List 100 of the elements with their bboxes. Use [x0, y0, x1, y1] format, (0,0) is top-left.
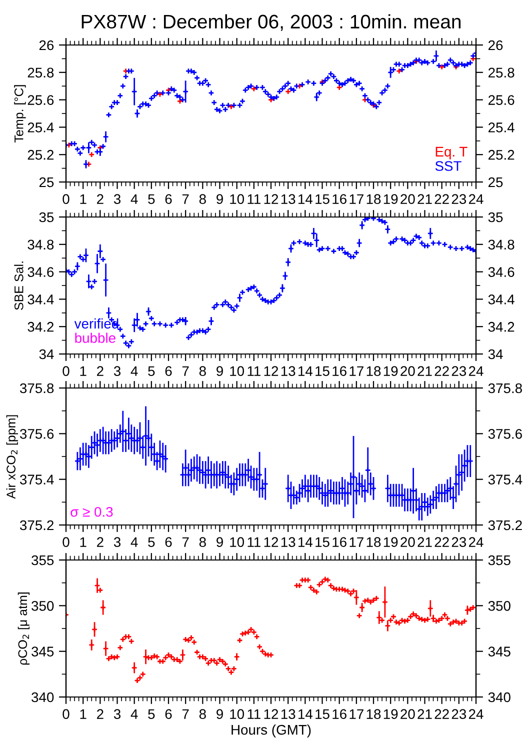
y2-tick-label: 355 — [488, 555, 510, 566]
x-tick-label: 11 — [248, 366, 260, 376]
x-tick-label: 18 — [366, 537, 381, 548]
y2-tick-label: 25.8 — [488, 68, 514, 78]
point — [156, 91, 164, 98]
y-tick-label: 34.4 — [28, 294, 54, 304]
y-axis-title: Air xCO$_{2}$ [ppm] — [6, 415, 18, 499]
x-tick-label: 10 — [230, 366, 244, 376]
x-tick-label: 22 — [434, 709, 449, 719]
y-axis-title: SBE Sal. — [14, 262, 24, 310]
point — [250, 86, 258, 92]
text: Eq. T — [436, 146, 468, 160]
x-tick-label: 5 — [148, 366, 155, 376]
y-tick-label: 25 — [39, 177, 54, 188]
x-tick-label: 3 — [114, 194, 120, 204]
y2-tick-label: 26 — [488, 40, 503, 50]
x-tick-label: 9 — [216, 709, 223, 720]
y2-tick-label: 340 — [488, 692, 510, 702]
x-tick-label: 12 — [264, 194, 278, 204]
chart-title: PX87W : December 06, 2003 : 10min. mean — [82, 14, 461, 31]
x-tick-label: 19 — [384, 709, 398, 720]
x-tick-label: 7 — [182, 709, 189, 719]
x-tick-label: 7 — [182, 537, 189, 547]
x-tick-label: 0 — [62, 194, 70, 204]
x-tick-label: 12 — [264, 537, 278, 547]
x-tick-label: 8 — [199, 709, 206, 720]
x-tick-label: 19 — [384, 366, 398, 376]
x-tick-label: 5 — [148, 194, 155, 204]
x-tick-label: 21 — [418, 366, 432, 376]
y2-tick-label: 25 — [488, 177, 503, 188]
x-tick-label: 0 — [62, 537, 70, 548]
y2-tick-label: 350 — [488, 601, 510, 611]
x-tick-label: 15 — [316, 709, 330, 720]
x-tick-label: 10 — [230, 709, 244, 720]
x-tick-label: 6 — [165, 537, 172, 548]
x-tick-label: 8 — [199, 194, 206, 204]
x-tick-label: 20 — [400, 366, 415, 376]
x-tick-label: 13 — [281, 709, 296, 720]
y2-tick-label: 34.4 — [488, 294, 514, 304]
x-tick-label: 19 — [384, 194, 398, 204]
y-axis-title: ρCO$_{2}$ [μ atm] — [18, 592, 30, 665]
x-tick-label: 20 — [400, 194, 415, 204]
y2-tick-label: 345 — [488, 646, 510, 657]
y-tick-label: 375.8 — [20, 383, 54, 394]
x-tick-label: 24 — [468, 709, 484, 719]
y2-tick-label: 375.8 — [488, 383, 522, 394]
x-tick-label: 12 — [264, 366, 278, 376]
x-tick-label: 9 — [216, 194, 223, 204]
y-tick-label: 25.2 — [28, 150, 54, 160]
x-tick-label: 23 — [452, 366, 466, 376]
y-tick-label: 375.2 — [20, 520, 54, 530]
text: SST — [435, 161, 462, 171]
y-tick-label: 345 — [32, 646, 54, 657]
y-tick-label: 375.4 — [20, 474, 54, 485]
x-tick-label: 20 — [400, 709, 415, 720]
x-tick-label: 18 — [366, 709, 381, 720]
x-tick-label: 3 — [114, 709, 120, 720]
x-tick-label: 6 — [165, 709, 172, 720]
x-tick-label: 10 — [230, 194, 244, 204]
x-tick-label: 23 — [452, 537, 466, 548]
x-tick-label: 14 — [298, 194, 312, 204]
x-tick-label: 0 — [62, 366, 70, 376]
y2-tick-label: 34.6 — [488, 267, 514, 277]
x-tick-label: 15 — [316, 366, 330, 376]
point — [438, 64, 445, 70]
legend-label: bubble — [75, 332, 116, 343]
x-tick-label: 14 — [298, 709, 312, 719]
x-tick-label: 2 — [97, 537, 104, 547]
x-tick-label: 5 — [148, 537, 155, 548]
x-tick-label: 19 — [384, 537, 398, 548]
x-tick-label: 22 — [434, 194, 449, 204]
point — [396, 68, 402, 74]
x-tick-label: 14 — [298, 537, 312, 547]
y-tick-label: 34 — [39, 349, 54, 360]
x-tick-label: 11 — [248, 537, 260, 547]
y-tick-label: 25.4 — [28, 122, 54, 132]
x-tick-label: 10 — [230, 537, 244, 548]
x-tick-label: 3 — [114, 537, 120, 548]
x-tick-label: 24 — [468, 366, 484, 376]
y-tick-label: 34.8 — [28, 240, 54, 250]
x-tick-label: 2 — [97, 709, 104, 719]
y2-tick-label: 35 — [488, 212, 503, 222]
x-tick-label: 1 — [80, 366, 86, 376]
y-tick-label: 25.6 — [28, 95, 54, 105]
y2-tick-label: 34.2 — [488, 322, 514, 332]
x-tick-label: 8 — [199, 366, 206, 376]
y2-tick-label: 34 — [488, 349, 503, 360]
y-tick-label: 34.6 — [28, 267, 54, 277]
point — [336, 84, 342, 91]
x-tick-label: 7 — [182, 366, 189, 376]
y2-tick-label: 375.6 — [488, 429, 522, 439]
x-tick-label: 1 — [80, 537, 86, 547]
x-tick-label: 21 — [418, 194, 432, 204]
x-tick-label: 16 — [332, 366, 346, 376]
x-tick-label: 24 — [468, 537, 484, 547]
x-tick-label: 23 — [452, 709, 466, 720]
x-tick-label: 3 — [114, 366, 120, 376]
x-tick-label: 4 — [130, 366, 138, 376]
y-tick-label: 34.2 — [28, 322, 54, 332]
x-tick-label: 4 — [130, 537, 138, 547]
